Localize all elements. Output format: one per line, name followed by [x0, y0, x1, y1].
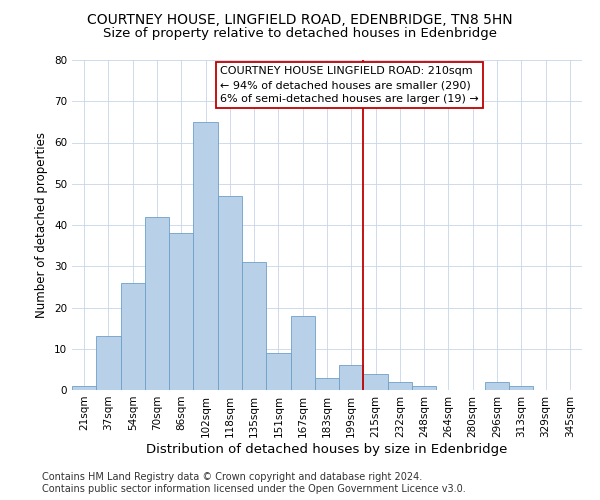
X-axis label: Distribution of detached houses by size in Edenbridge: Distribution of detached houses by size …: [146, 442, 508, 456]
Bar: [169, 233, 193, 390]
Text: COURTNEY HOUSE, LINGFIELD ROAD, EDENBRIDGE, TN8 5HN: COURTNEY HOUSE, LINGFIELD ROAD, EDENBRID…: [87, 12, 513, 26]
Bar: [121, 283, 145, 390]
Text: Contains public sector information licensed under the Open Government Licence v3: Contains public sector information licen…: [42, 484, 466, 494]
Y-axis label: Number of detached properties: Number of detached properties: [35, 132, 49, 318]
Bar: [388, 382, 412, 390]
Bar: [509, 386, 533, 390]
Bar: [315, 378, 339, 390]
Bar: [218, 196, 242, 390]
Bar: [485, 382, 509, 390]
Bar: [242, 262, 266, 390]
Bar: [364, 374, 388, 390]
Bar: [290, 316, 315, 390]
Bar: [266, 353, 290, 390]
Bar: [412, 386, 436, 390]
Bar: [72, 386, 96, 390]
Bar: [339, 365, 364, 390]
Bar: [145, 217, 169, 390]
Text: Contains HM Land Registry data © Crown copyright and database right 2024.: Contains HM Land Registry data © Crown c…: [42, 472, 422, 482]
Bar: [193, 122, 218, 390]
Text: Size of property relative to detached houses in Edenbridge: Size of property relative to detached ho…: [103, 28, 497, 40]
Text: COURTNEY HOUSE LINGFIELD ROAD: 210sqm
← 94% of detached houses are smaller (290): COURTNEY HOUSE LINGFIELD ROAD: 210sqm ← …: [220, 66, 479, 104]
Bar: [96, 336, 121, 390]
